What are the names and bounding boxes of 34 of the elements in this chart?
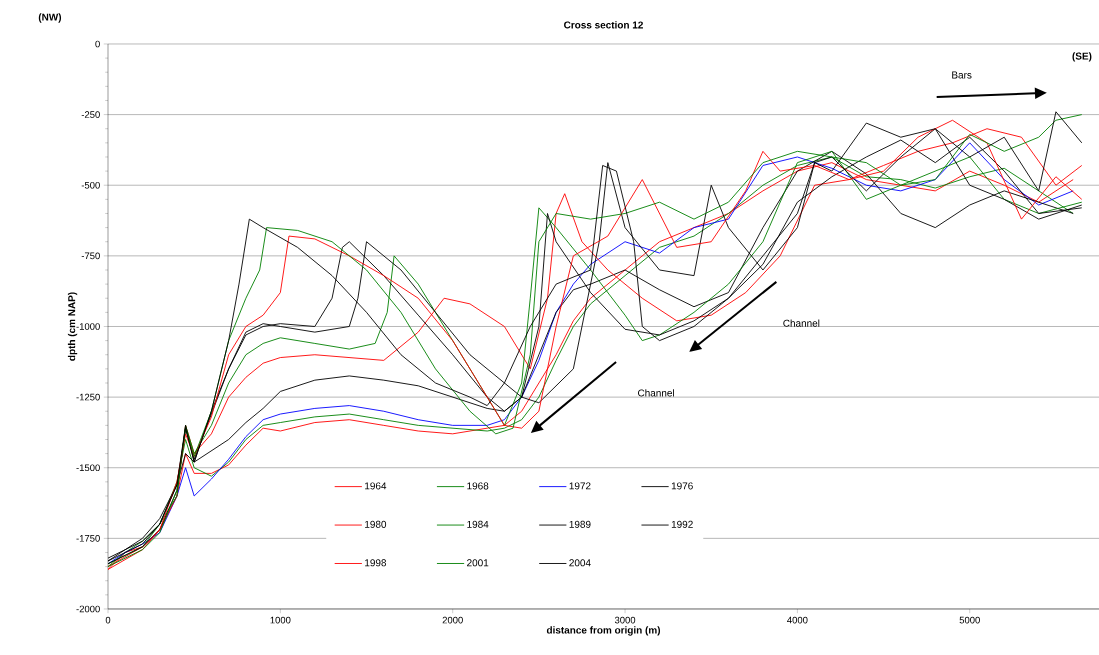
legend-label: 2001 <box>467 559 489 567</box>
x-tick-label: 4000 <box>787 616 808 624</box>
x-axis-title: distance from origin (m) <box>546 626 661 636</box>
y-tick-label: -2000 <box>76 605 100 613</box>
legend-label: 1976 <box>671 482 693 490</box>
y-tick-label: -750 <box>81 252 100 260</box>
x-tick-label: 0 <box>105 616 111 624</box>
y-tick-label: -250 <box>81 111 100 118</box>
legend-label: 1964 <box>365 482 387 490</box>
annotation: Bars <box>952 71 972 79</box>
x-tick-label: 2000 <box>442 616 463 624</box>
legend-label: 1989 <box>569 520 591 528</box>
chart-title: Cross section 12 <box>564 21 643 29</box>
y-tick-label: -500 <box>81 181 100 189</box>
y-tick-label: -1750 <box>76 535 100 542</box>
annotation: Channel <box>783 319 820 327</box>
legend-label: 1984 <box>467 520 489 528</box>
legend-label: 1980 <box>365 520 387 528</box>
y-tick-label: -1500 <box>76 464 100 472</box>
annotation: (SE) <box>1072 52 1092 62</box>
x-tick-label: 5000 <box>959 616 980 624</box>
x-tick-label: 3000 <box>614 616 636 624</box>
legend-label: 1972 <box>569 482 591 490</box>
y-tick-label: -1250 <box>76 393 100 401</box>
legend-label: 1992 <box>671 520 693 528</box>
legend-label: 1968 <box>467 482 489 490</box>
y-axis-title: dpth (cm NAP) <box>67 292 78 361</box>
y-tick-label: 0 <box>95 40 100 48</box>
legend-label: 1998 <box>365 559 387 567</box>
text: (NW) <box>38 13 62 23</box>
legend-label: 2004 <box>569 559 591 567</box>
x-tick-label: 1000 <box>270 616 291 624</box>
y-tick-label: -1000 <box>76 323 100 330</box>
annotation: Channel <box>638 389 674 397</box>
